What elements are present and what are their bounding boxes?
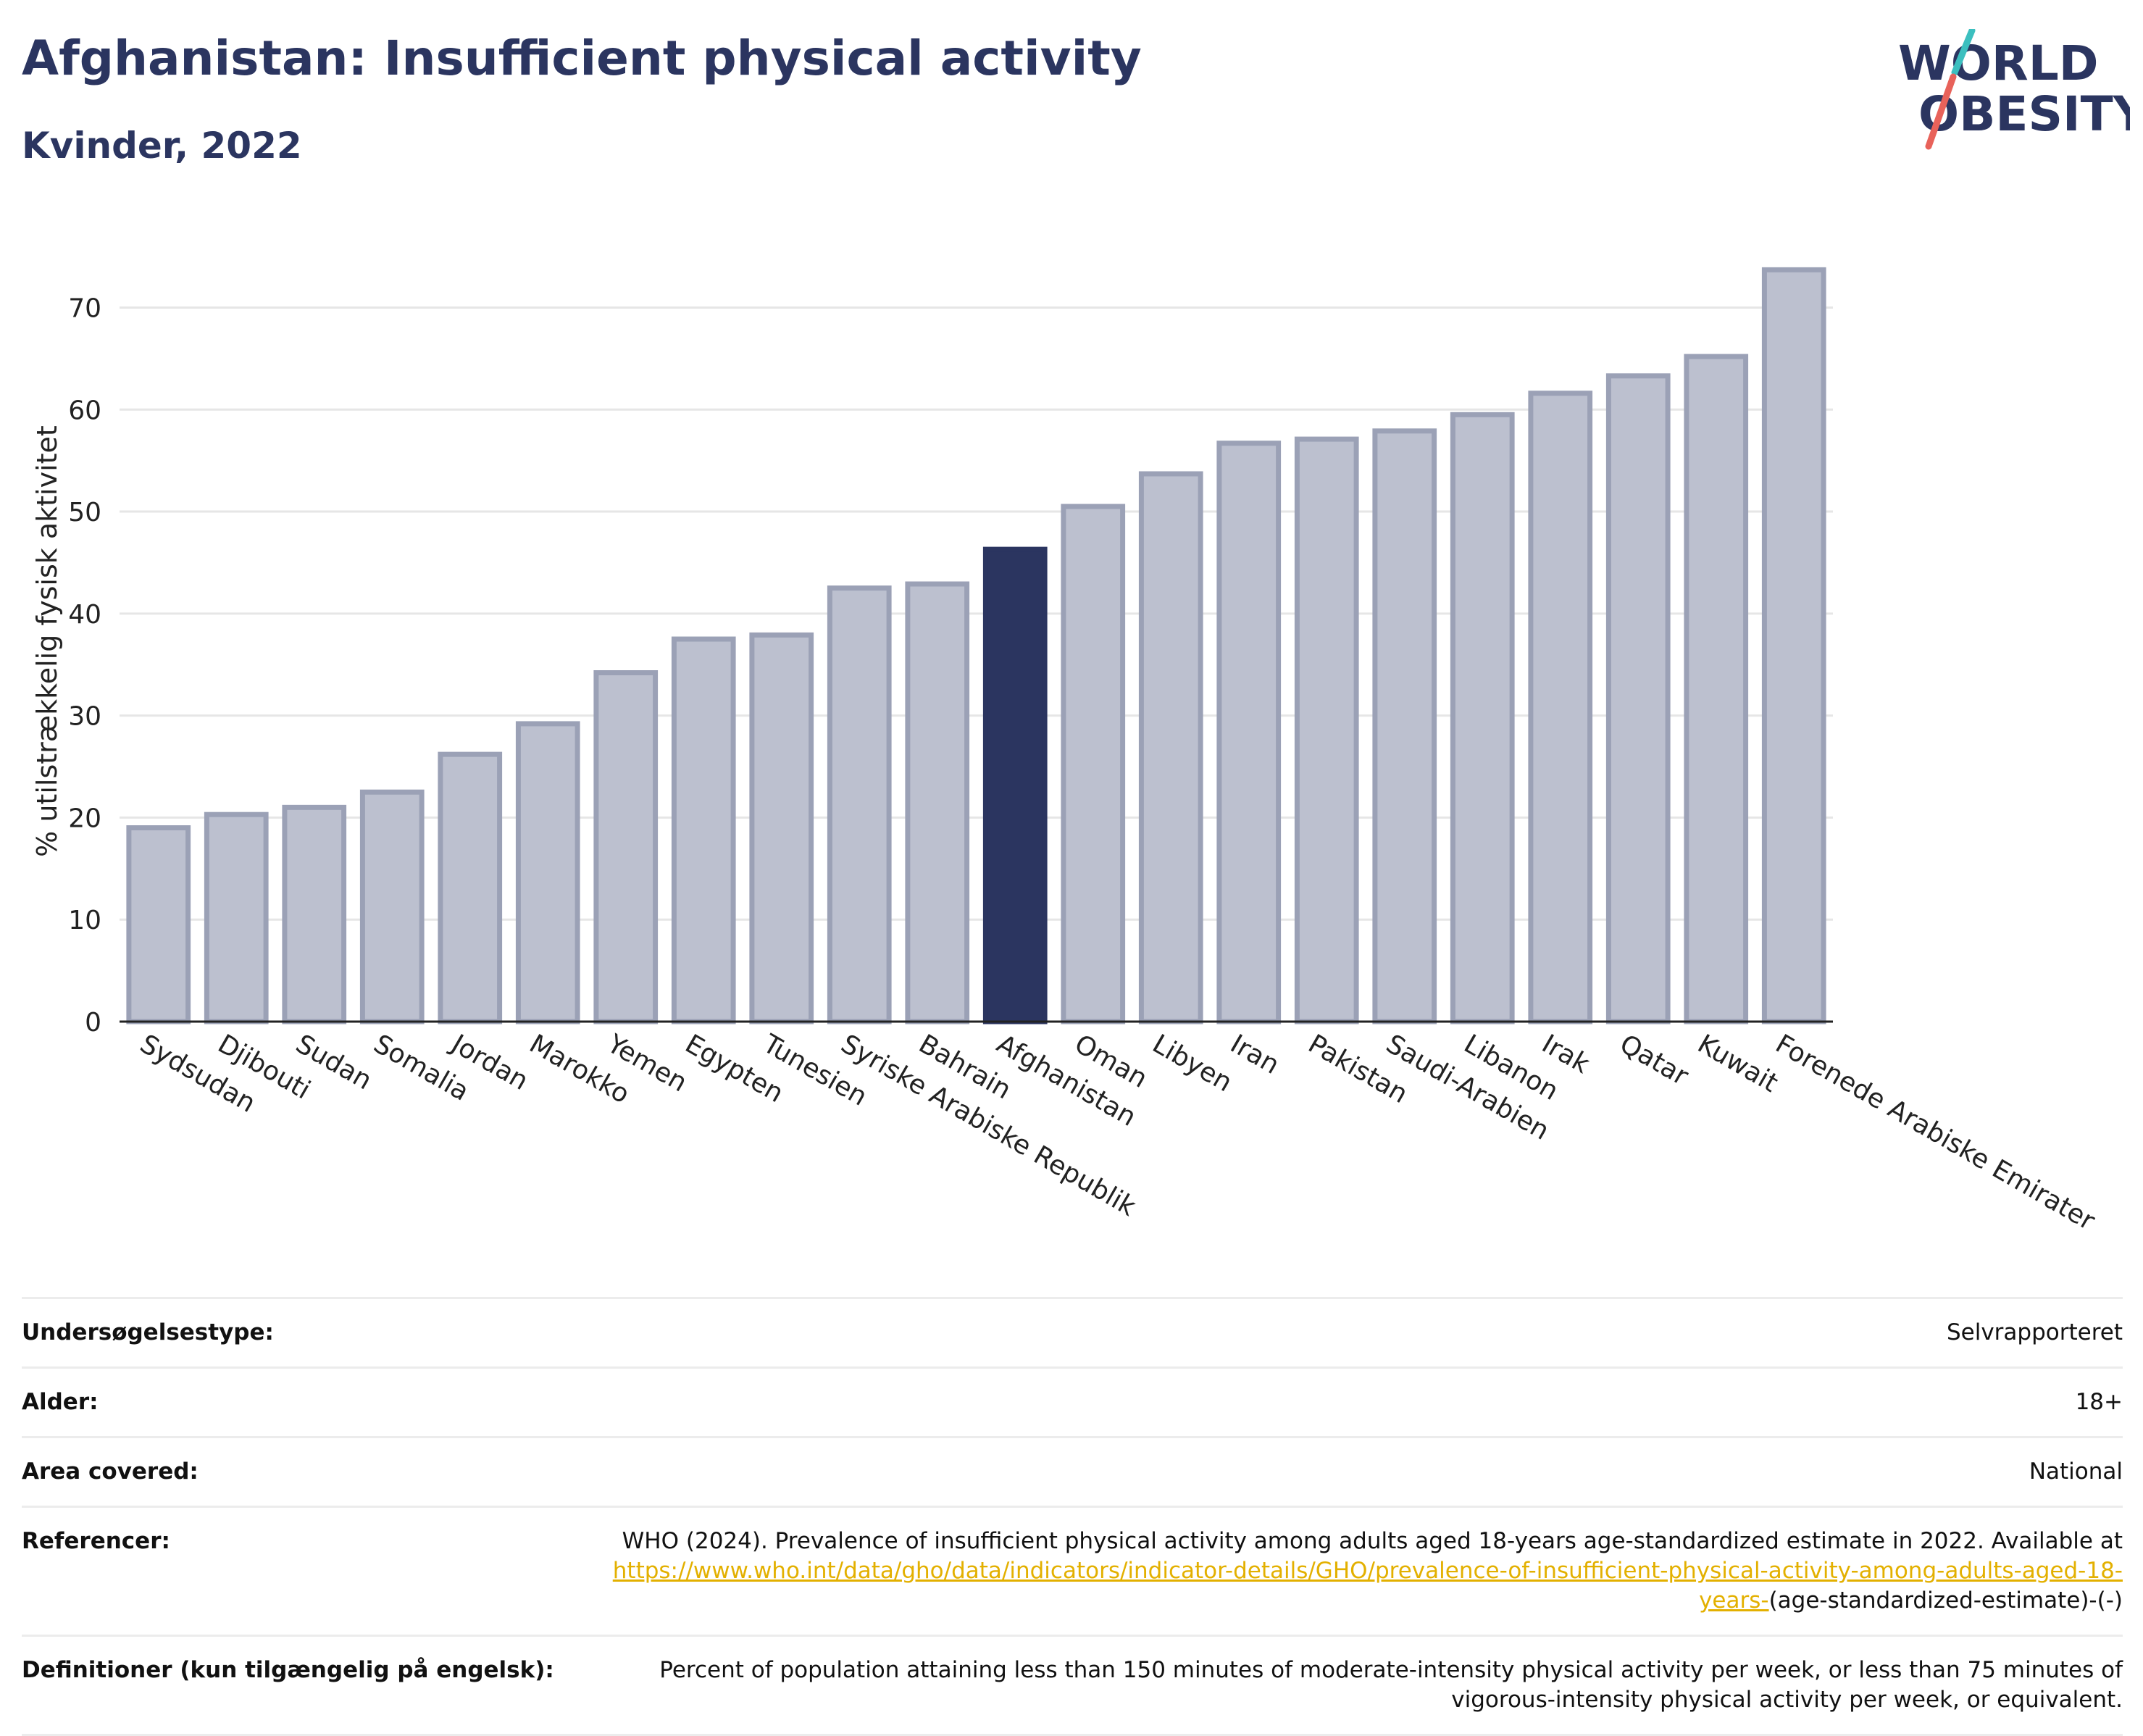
- page-subtitle: Kvinder, 2022: [22, 125, 302, 167]
- meta-row: Alder: 18+: [22, 1366, 2123, 1436]
- bar: [1061, 504, 1126, 1025]
- meta-label: Alder:: [22, 1389, 99, 1415]
- logo-line-2: OBESITY: [1918, 86, 2130, 142]
- reference-link[interactable]: https://www.who.int/data/gho/data/indica…: [612, 1558, 2123, 1614]
- y-tick-label: 20: [68, 804, 101, 833]
- logo-slash-teal: [1951, 29, 1976, 76]
- bar: [204, 811, 269, 1025]
- bar: [827, 585, 892, 1025]
- y-tick-label: 70: [68, 293, 101, 323]
- metadata-table: Undersøgelsestype: Selvrapporteret Alder: 1…: [22, 1297, 2123, 1736]
- meta-value: National: [2029, 1457, 2123, 1487]
- meta-label: Referencer:: [22, 1528, 170, 1554]
- bar: [1761, 267, 1826, 1025]
- meta-value-text: Percent of population attaining less tha…: [659, 1657, 2123, 1713]
- bar: [671, 636, 736, 1025]
- y-tick-label: 30: [68, 702, 101, 732]
- meta-value-text: 18+: [2075, 1389, 2123, 1415]
- meta-row: Referencer: WHO (2024). Prevalence of ins…: [22, 1506, 2123, 1635]
- bar: [515, 721, 580, 1025]
- bar: [593, 670, 659, 1025]
- meta-value-text: National: [2029, 1459, 2123, 1485]
- y-tick-label: 0: [85, 1008, 101, 1038]
- meta-label: Area covered:: [22, 1459, 199, 1485]
- bar: [1605, 373, 1671, 1025]
- logo-slash-red: [1925, 73, 1957, 150]
- meta-value-text: WHO (2024). Prevalence of insufficient p…: [622, 1528, 2123, 1554]
- x-tick-label: Forenede Arabiske Emirater: [1771, 1029, 2100, 1236]
- world-obesity-logo: WORLD OBESITY: [1898, 29, 2130, 150]
- bar: [1450, 412, 1515, 1025]
- bar-highlight: [982, 546, 1048, 1025]
- bar: [749, 632, 814, 1025]
- bar: [1216, 441, 1282, 1025]
- bars: [120, 267, 1833, 1025]
- bar: [1528, 391, 1593, 1025]
- bar: [1294, 436, 1359, 1025]
- meta-row: Area covered: National: [22, 1436, 2123, 1506]
- x-tick-label: Kuwait: [1692, 1029, 1783, 1098]
- y-tick-label: 40: [68, 600, 101, 630]
- meta-row: Definitioner (kun tilgængelig på engelsk…: [22, 1635, 2123, 1736]
- meta-value: Percent of population attaining less tha…: [565, 1656, 2123, 1715]
- y-axis-label: % utilstrækkelig fysisk aktivitet: [31, 425, 63, 857]
- bar: [905, 581, 970, 1025]
- page-title: Afghanistan: Insufficient physical activ…: [22, 30, 1142, 86]
- bar: [438, 751, 503, 1025]
- meta-row: Undersøgelsestype: Selvrapporteret: [22, 1297, 2123, 1366]
- bar: [1372, 428, 1437, 1025]
- meta-label: Undersøgelsestype:: [22, 1319, 274, 1345]
- y-tick-label: 60: [68, 396, 101, 425]
- x-tick-labels: SydsudanDjiboutiSudanSomaliaJordanMarokk…: [135, 1028, 2100, 1236]
- logo-line-1: WORLD: [1898, 36, 2099, 91]
- bar: [126, 825, 191, 1025]
- y-tick-label: 10: [68, 906, 101, 935]
- x-tick-label: Libyen: [1148, 1029, 1237, 1098]
- bar: [282, 804, 347, 1025]
- meta-label: Definitioner (kun tilgængelig på engelsk…: [22, 1657, 554, 1683]
- y-tick-labels: 0 10 20 30 40 50 60 70: [68, 293, 101, 1038]
- y-tick-label: 50: [68, 498, 101, 527]
- meta-value: 18+: [2076, 1387, 2123, 1417]
- meta-value-text: Selvrapporteret: [1946, 1319, 2123, 1345]
- meta-value: WHO (2024). Prevalence of insufficient p…: [565, 1527, 2123, 1616]
- bar-chart: 0 10 20 30 40 50 60 70 SydsudanDjiboutiSudanSom…: [31, 267, 2100, 1236]
- meta-value: Selvrapporteret: [1947, 1318, 2123, 1348]
- bar: [1684, 354, 1749, 1025]
- x-tick-label: Qatar: [1615, 1029, 1693, 1091]
- meta-value-suffix: (age-standardized-estimate)-(-): [1768, 1587, 2123, 1614]
- bar: [359, 789, 425, 1025]
- bar: [1138, 471, 1203, 1025]
